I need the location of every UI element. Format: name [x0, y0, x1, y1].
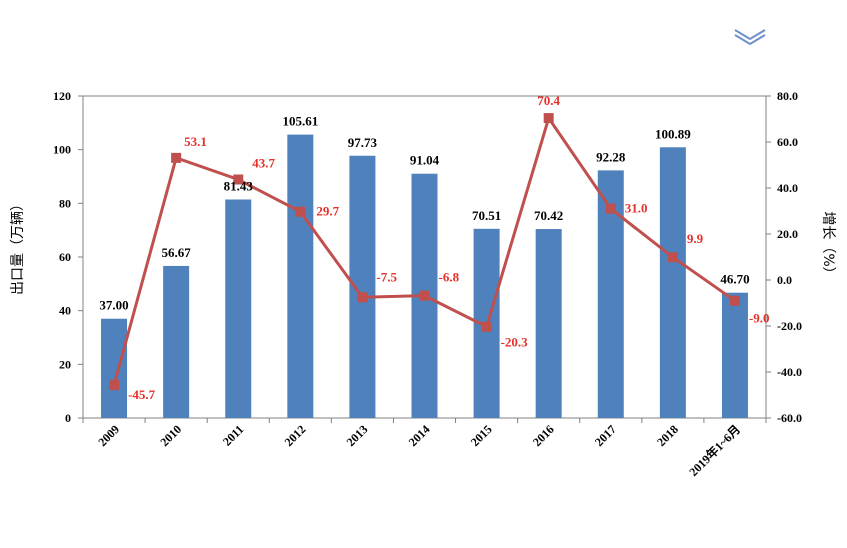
growth-value-label: 70.4	[537, 93, 560, 108]
bar-value-label: 97.73	[348, 135, 378, 150]
data-labels: 37.00 56.67 81.43 105.61 97.73 91.04 70.51 70.4…	[99, 93, 769, 402]
growth-marker	[233, 174, 244, 185]
growth-marker	[543, 113, 554, 124]
bar-value-label: 100.89	[655, 126, 691, 141]
y2-tick-label: -40.0	[777, 365, 802, 379]
growth-marker	[729, 295, 740, 306]
y2-tick-label: 0.0	[777, 273, 792, 287]
y2-axis-title: 增长（%）	[820, 211, 836, 280]
bar-value-label: 70.51	[472, 208, 501, 223]
bar	[659, 147, 686, 418]
growth-value-label: -6.8	[439, 270, 460, 285]
x-tick-label: 2016	[530, 422, 557, 449]
x-tick-label: 2012	[282, 422, 309, 449]
bar	[721, 292, 748, 418]
growth-marker	[357, 292, 368, 303]
chevron-double-down-icon	[734, 29, 766, 46]
growth-value-label: 53.1	[184, 134, 207, 149]
y-tick-label: 80	[59, 196, 71, 210]
growth-marker	[667, 252, 678, 263]
growth-value-label: 43.7	[252, 155, 275, 170]
y2-tick-label: 60.0	[777, 135, 798, 149]
bar-value-label: 37.00	[99, 298, 128, 313]
growth-value-label: -9.0	[749, 311, 770, 326]
growth-marker	[605, 203, 616, 214]
bar	[287, 134, 314, 418]
bar	[225, 199, 252, 418]
growth-value-label: -20.3	[501, 335, 529, 350]
growth-marker	[171, 152, 182, 163]
x-tick-label: 2013	[344, 422, 371, 449]
x-tick-label: 2011	[220, 422, 246, 448]
x-tick-label: 2014	[406, 422, 433, 449]
x-tick-label: 2019年1~6月	[686, 422, 743, 479]
bar-value-label: 91.04	[410, 153, 440, 168]
growth-value-label: -45.7	[128, 387, 156, 402]
growth-marker	[481, 321, 492, 332]
bar-value-label: 46.70	[720, 272, 749, 287]
growth-marker	[109, 380, 120, 391]
y-tick-label: 20	[59, 357, 71, 371]
y-tick-label: 120	[53, 89, 71, 103]
x-tick-label: 2010	[157, 422, 184, 449]
y-tick-label: 60	[59, 250, 71, 264]
bar-value-label: 56.67	[162, 245, 192, 260]
bar-value-label: 81.43	[224, 178, 254, 193]
growth-value-label: 31.0	[625, 201, 648, 216]
y-tick-label: 0	[65, 411, 71, 425]
y2-tick-label: -60.0	[777, 411, 802, 425]
bar-value-label: 70.42	[534, 208, 563, 223]
y-axis-title: 出口量（万辆）	[10, 197, 26, 295]
bar-value-label: 105.61	[282, 114, 318, 129]
y-tick-label: 100	[53, 143, 71, 157]
bars	[101, 134, 748, 419]
y2-tick-label: 20.0	[777, 227, 798, 241]
x-tick-label: 2015	[468, 422, 495, 449]
x-tick-label: 2009	[95, 422, 122, 449]
bar	[535, 229, 562, 418]
x-tick-label: 2018	[654, 422, 681, 449]
growth-marker	[419, 290, 430, 301]
y2-tick-label: 40.0	[777, 181, 798, 195]
growth-value-label: -7.5	[376, 269, 397, 284]
y-tick-label: 40	[59, 304, 71, 318]
growth-marker	[295, 206, 306, 217]
growth-line	[109, 113, 740, 391]
y2-tick-label: -20.0	[777, 319, 802, 333]
growth-value-label: 29.7	[316, 204, 339, 219]
bar-value-label: 92.28	[596, 149, 626, 164]
y2-tick-label: 80.0	[777, 89, 798, 103]
x-tick-label: 2017	[592, 422, 619, 449]
bar	[101, 318, 128, 418]
bar	[163, 265, 190, 418]
growth-value-label: 9.9	[687, 231, 704, 246]
